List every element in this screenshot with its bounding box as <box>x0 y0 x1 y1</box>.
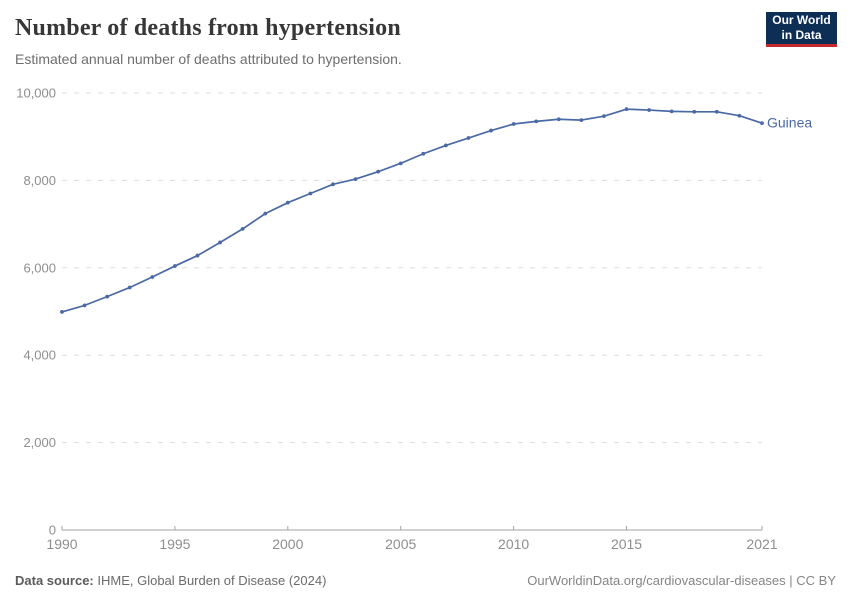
data-source-label: Data source: <box>15 573 94 588</box>
data-point <box>511 122 516 126</box>
y-tick-label: 2,000 <box>23 435 56 450</box>
data-point <box>624 107 629 112</box>
y-tick-label: 6,000 <box>23 260 56 275</box>
data-point <box>127 285 132 290</box>
data-point <box>173 264 177 268</box>
data-point <box>647 108 651 112</box>
chart-header: Number of deaths from hypertension Estim… <box>15 14 755 68</box>
data-point <box>466 136 471 140</box>
data-point <box>692 109 697 114</box>
x-tick-label: 2005 <box>385 536 416 552</box>
data-point <box>421 151 426 156</box>
data-point <box>285 200 290 205</box>
data-point <box>82 303 87 308</box>
data-point <box>218 240 222 245</box>
x-tick-label: 2015 <box>611 536 642 552</box>
data-point <box>398 161 403 166</box>
data-source: Data source: IHME, Global Burden of Dise… <box>15 573 326 588</box>
chart-footer: Data source: IHME, Global Burden of Dise… <box>15 573 836 588</box>
x-tick-label: 2021 <box>746 536 777 552</box>
owid-logo: Our World in Data <box>766 12 837 47</box>
x-tick-label: 1995 <box>159 536 190 552</box>
data-point <box>579 118 584 122</box>
data-point <box>195 253 200 258</box>
data-point <box>534 119 539 124</box>
data-point <box>60 310 64 314</box>
data-point <box>443 143 448 148</box>
data-point <box>240 227 245 231</box>
line-chart: 0 2,000 4,000 6,000 8,000 10,000 1990 1995 2000 2… <box>16 86 812 553</box>
y-tick-label: 4,000 <box>23 348 56 363</box>
data-point <box>669 109 674 114</box>
data-point <box>376 169 381 174</box>
series-end-label: Guinea <box>767 115 812 131</box>
data-point <box>714 109 719 114</box>
data-point <box>263 211 268 216</box>
data-point <box>760 121 764 126</box>
data-point <box>602 114 606 119</box>
x-axis <box>61 526 763 531</box>
y-tick-label: 0 <box>49 523 56 538</box>
chart-subtitle: Estimated annual number of deaths attrib… <box>15 50 402 67</box>
x-axis-labels: 1990 1995 2000 2005 2010 2015 2021 <box>46 536 777 552</box>
license-url: OurWorldinData.org/cardiovascular-diseas… <box>527 573 836 588</box>
data-point <box>353 177 358 181</box>
data-point <box>105 294 110 299</box>
data-point <box>150 275 155 279</box>
x-tick-label: 2010 <box>498 536 529 552</box>
y-gridlines <box>62 92 762 444</box>
owid-logo-line1: Our World <box>772 13 831 28</box>
data-point <box>489 128 493 133</box>
data-source-text: IHME, Global Burden of Disease (2024) <box>93 573 327 588</box>
owid-logo-line2: in Data <box>781 28 822 42</box>
page-title: Number of deaths from hypertension <box>15 15 401 41</box>
x-tick-label: 2000 <box>272 536 303 552</box>
data-point <box>737 113 742 118</box>
y-tick-label: 8,000 <box>23 173 56 188</box>
data-points <box>60 107 764 314</box>
y-tick-label: 10,000 <box>16 86 56 101</box>
data-line <box>61 108 763 313</box>
data-point <box>331 182 335 187</box>
y-axis-labels: 0 2,000 4,000 6,000 8,000 10,000 <box>16 86 56 538</box>
data-point <box>308 191 313 196</box>
x-tick-label: 1990 <box>46 536 77 552</box>
data-point <box>556 117 561 122</box>
